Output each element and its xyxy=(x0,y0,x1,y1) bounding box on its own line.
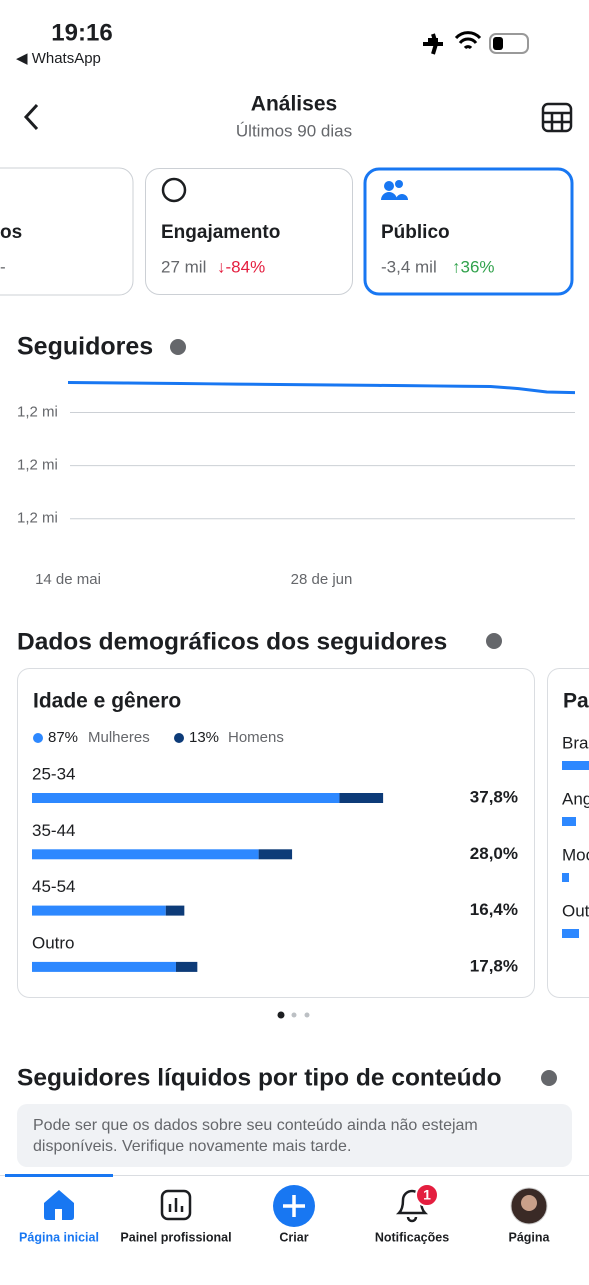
metric-change: ↓-84% xyxy=(217,257,265,276)
section-title: Seguidores xyxy=(17,333,153,361)
x-tick-label: 28 de jun xyxy=(291,571,353,588)
wifi-icon xyxy=(456,33,480,48)
value-label: 17,8% xyxy=(470,956,518,975)
demographic-card xyxy=(548,669,589,998)
header-title: Análises xyxy=(251,93,337,116)
y-tick-label: 1,2 mi xyxy=(17,403,58,420)
bar-segment xyxy=(339,793,383,803)
notice-box xyxy=(17,1104,572,1167)
legend-label: Mulheres xyxy=(88,729,150,746)
legend-percent: 87% xyxy=(48,729,78,746)
page-dot[interactable] xyxy=(292,1013,297,1018)
country-bar xyxy=(562,929,579,938)
airplane-icon xyxy=(423,34,443,54)
country-label: Out xyxy=(562,901,589,920)
info-icon[interactable] xyxy=(486,633,502,649)
table-icon[interactable] xyxy=(543,104,571,131)
info-icon[interactable] xyxy=(170,339,186,355)
header-subtitle: Últimos 90 dias xyxy=(236,121,352,140)
metric-change: ↑36% xyxy=(452,257,495,276)
notice-text: disponíveis. Verifique novamente mais ta… xyxy=(33,1138,351,1155)
country-bar xyxy=(562,873,569,882)
section-title: Dados demográficos dos seguidores xyxy=(17,628,447,655)
notice-text: Pode ser que os dados sobre seu conteúdo… xyxy=(33,1117,478,1134)
followers-line xyxy=(68,382,575,392)
metric-value: - xyxy=(0,257,6,276)
y-tick-label: 1,2 mi xyxy=(17,510,58,527)
bar-segment xyxy=(32,849,259,859)
legend-dot xyxy=(174,733,184,743)
tab-label[interactable]: Notificações xyxy=(375,1230,449,1244)
tab-label[interactable]: Página inicial xyxy=(19,1230,99,1244)
back-button[interactable] xyxy=(26,105,37,129)
bar-segment xyxy=(32,962,176,972)
followers-chart: 1,2 mi 1,2 mi 1,2 mi 14 de mai 28 de jun xyxy=(17,382,575,587)
age-label: Outro xyxy=(32,933,75,952)
tab-label[interactable]: Painel profissional xyxy=(120,1230,231,1244)
legend-dot xyxy=(33,733,43,743)
page-dot[interactable] xyxy=(278,1012,285,1019)
country-label: Moc xyxy=(562,845,589,864)
info-icon[interactable] xyxy=(541,1070,557,1086)
section-title: Seguidores líquidos por tipo de conteúdo xyxy=(17,1064,502,1091)
metric-value: 27 mil xyxy=(161,257,206,276)
country-label: Ang xyxy=(562,789,589,808)
metric-title: os xyxy=(0,222,22,243)
legend-label: Homens xyxy=(228,729,284,746)
x-tick-label: 14 de mai xyxy=(35,571,101,588)
page-dot[interactable] xyxy=(305,1013,310,1018)
tab-indicator xyxy=(5,1174,113,1177)
bar-segment xyxy=(166,906,185,916)
back-app[interactable]: ◀ WhatsApp xyxy=(16,50,101,67)
bar-segment xyxy=(32,793,339,803)
card-title: Idade e gênero xyxy=(33,690,181,713)
tab-label[interactable]: Página xyxy=(509,1230,551,1244)
age-label: 25-34 xyxy=(32,764,75,783)
value-label: 28,0% xyxy=(470,844,518,863)
battery-level xyxy=(493,37,503,50)
time: 19:16 xyxy=(51,19,112,46)
value-label: 16,4% xyxy=(470,900,518,919)
country-label: Bra xyxy=(562,733,589,752)
demographic-card xyxy=(18,669,535,998)
country-bar xyxy=(562,761,589,770)
card-title: Pa xyxy=(563,690,589,713)
avatar-face xyxy=(521,1195,537,1211)
country-bar xyxy=(562,817,576,826)
bar-segment xyxy=(176,962,197,972)
age-label: 35-44 xyxy=(32,821,75,840)
metric-title: Público xyxy=(381,222,450,243)
legend-percent: 13% xyxy=(189,729,219,746)
metric-value: -3,4 mil xyxy=(381,257,437,276)
badge-count: 1 xyxy=(423,1187,431,1203)
bar-segment xyxy=(259,849,292,859)
metric-title: Engajamento xyxy=(161,222,280,243)
value-label: 37,8% xyxy=(470,787,518,806)
tab-label[interactable]: Criar xyxy=(279,1230,308,1244)
bar-segment xyxy=(32,906,166,916)
y-tick-label: 1,2 mi xyxy=(17,457,58,474)
home-door xyxy=(55,1209,62,1220)
age-label: 45-54 xyxy=(32,877,75,896)
